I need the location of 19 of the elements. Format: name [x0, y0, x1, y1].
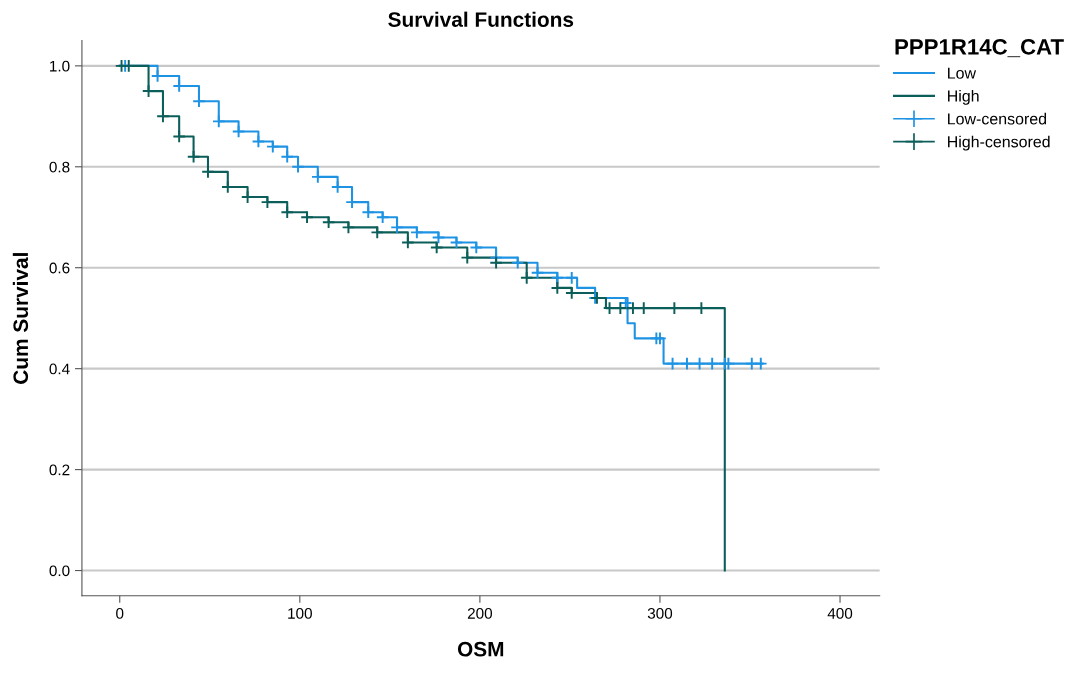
- x-tick-label: 400: [827, 607, 853, 619]
- y-axis-title: Cum Survival: [12, 253, 29, 384]
- legend-label: High: [948, 89, 979, 105]
- y-tick-label: 0.2: [49, 464, 70, 476]
- legend-label: Low: [948, 67, 977, 79]
- x-tick-label: 0: [116, 607, 124, 619]
- y-tick-label: 0.0: [49, 565, 70, 577]
- legend-label: Low-censored: [948, 112, 1047, 125]
- x-tick-label: 300: [647, 607, 673, 619]
- x-axis-title: OSM: [457, 641, 504, 657]
- legend-label: High-censored: [948, 135, 1050, 151]
- x-tick-label: 200: [467, 607, 493, 619]
- y-tick-label: 0.4: [49, 363, 70, 375]
- chart-title: Survival Functions: [388, 11, 574, 27]
- x-tick-label: 100: [288, 607, 312, 619]
- y-tick-label: 0.6: [49, 262, 70, 274]
- y-tick-label: 0.8: [49, 161, 70, 173]
- legend-title: PPP1R14C_CAT: [895, 38, 1064, 58]
- y-tick-label: 1.0: [50, 60, 70, 72]
